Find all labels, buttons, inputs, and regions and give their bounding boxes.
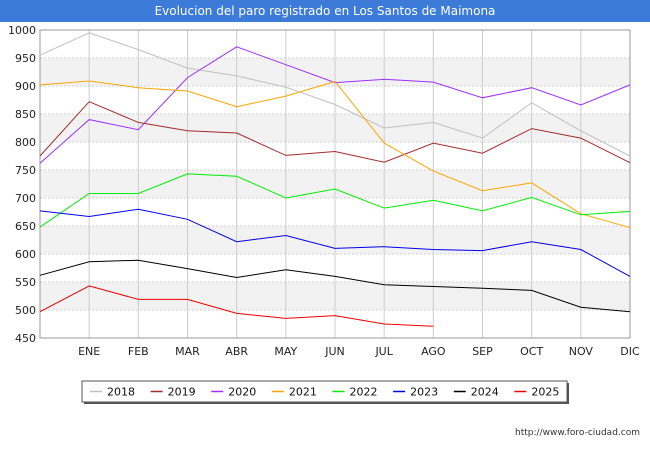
x-tick-label: AGO — [421, 345, 446, 358]
series-lines — [39, 32, 631, 327]
x-tick-label: FEB — [128, 345, 149, 358]
chart-title: Evolucion del paro registrado en Los San… — [0, 0, 650, 22]
x-tick-label: NOV — [569, 345, 594, 358]
legend-label-2023: 2023 — [410, 386, 438, 399]
y-tick-label: 1000 — [8, 24, 36, 37]
x-tick-label: SEP — [472, 345, 493, 358]
x-tick-label: JUN — [324, 345, 345, 358]
legend-label-2024: 2024 — [471, 386, 499, 399]
y-tick-label: 850 — [15, 108, 36, 121]
legend-box — [81, 380, 568, 403]
series-line-2020 — [39, 46, 631, 164]
y-tick-label: 450 — [15, 332, 36, 345]
y-tick-label: 750 — [15, 164, 36, 177]
y-tick-label: 700 — [15, 192, 36, 205]
legend: 2018 2019 2020 2021 2022 2023 2024 2025 — [81, 380, 569, 404]
y-tick-label: 500 — [15, 304, 36, 317]
y-tick-label: 550 — [15, 276, 36, 289]
y-tick-label: 950 — [15, 52, 36, 65]
y-tick-label: 900 — [15, 80, 36, 93]
series-line-2022 — [39, 173, 631, 228]
y-axis: 450 500 550 600 650 700 750 800 850 900 950 1000 — [8, 24, 36, 345]
series-line-2024 — [39, 259, 631, 313]
series-line-2019 — [39, 101, 631, 164]
x-tick-label: ENE — [78, 345, 100, 358]
series-line-2021 — [39, 80, 631, 229]
series-line-2018 — [39, 32, 631, 157]
legend-label-2025: 2025 — [531, 386, 559, 399]
x-tick-label: ABR — [225, 345, 248, 358]
series-line-2023 — [39, 208, 631, 277]
y-tick-label: 800 — [15, 136, 36, 149]
x-tick-label: JUL — [374, 345, 393, 358]
series-line-2025 — [39, 285, 434, 327]
legend-label-2019: 2019 — [168, 386, 196, 399]
y-tick-label: 600 — [15, 248, 36, 261]
plot-border — [39, 29, 631, 339]
x-tick-label: DIC — [620, 345, 640, 358]
y-tick-label: 650 — [15, 220, 36, 233]
legend-label-2022: 2022 — [350, 386, 378, 399]
x-tick-label: MAR — [175, 345, 200, 358]
legend-label-2020: 2020 — [228, 386, 256, 399]
x-axis: ENE FEB MAR ABR MAY JUN JUL AGO SEP OCT NOV DIC — [78, 345, 640, 358]
x-tick-label: MAY — [274, 345, 297, 358]
legend-label-2021: 2021 — [289, 386, 317, 399]
x-tick-label: OCT — [520, 345, 543, 358]
credit-text: http://www.foro-ciudad.com — [515, 428, 640, 438]
legend-label-2018: 2018 — [107, 386, 135, 399]
